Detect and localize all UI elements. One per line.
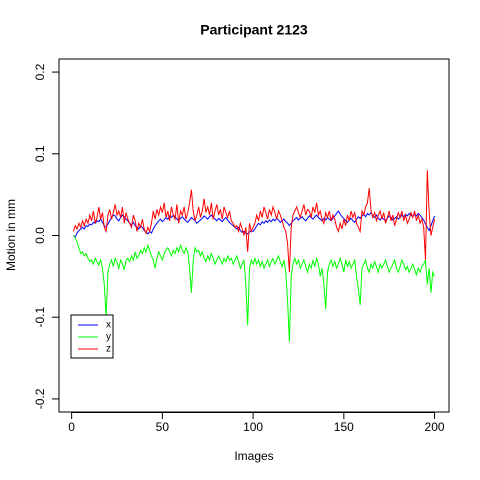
legend-label: z xyxy=(106,344,111,355)
series-line xyxy=(72,170,436,273)
y-tick-label: -0.2 xyxy=(33,388,47,409)
legend-label: y xyxy=(106,332,111,343)
legend-label: x xyxy=(106,320,111,331)
x-tick-label: 200 xyxy=(425,420,445,434)
x-tick-label: 100 xyxy=(243,420,263,434)
x-tick-label: 150 xyxy=(334,420,354,434)
y-tick-label: 0.1 xyxy=(33,145,47,162)
y-tick-label: 0.0 xyxy=(33,227,47,244)
y-tick-label: -0.1 xyxy=(33,307,47,328)
series-line xyxy=(73,235,436,342)
x-tick-label: 50 xyxy=(156,420,170,434)
y-tick-label: 0.2 xyxy=(33,63,47,80)
x-tick-label: 0 xyxy=(68,420,75,434)
series-line xyxy=(73,210,436,238)
y-axis-label: Motion in mm xyxy=(4,199,18,271)
chart-title: Participant 2123 xyxy=(200,22,308,38)
x-axis-label: Images xyxy=(234,449,273,463)
